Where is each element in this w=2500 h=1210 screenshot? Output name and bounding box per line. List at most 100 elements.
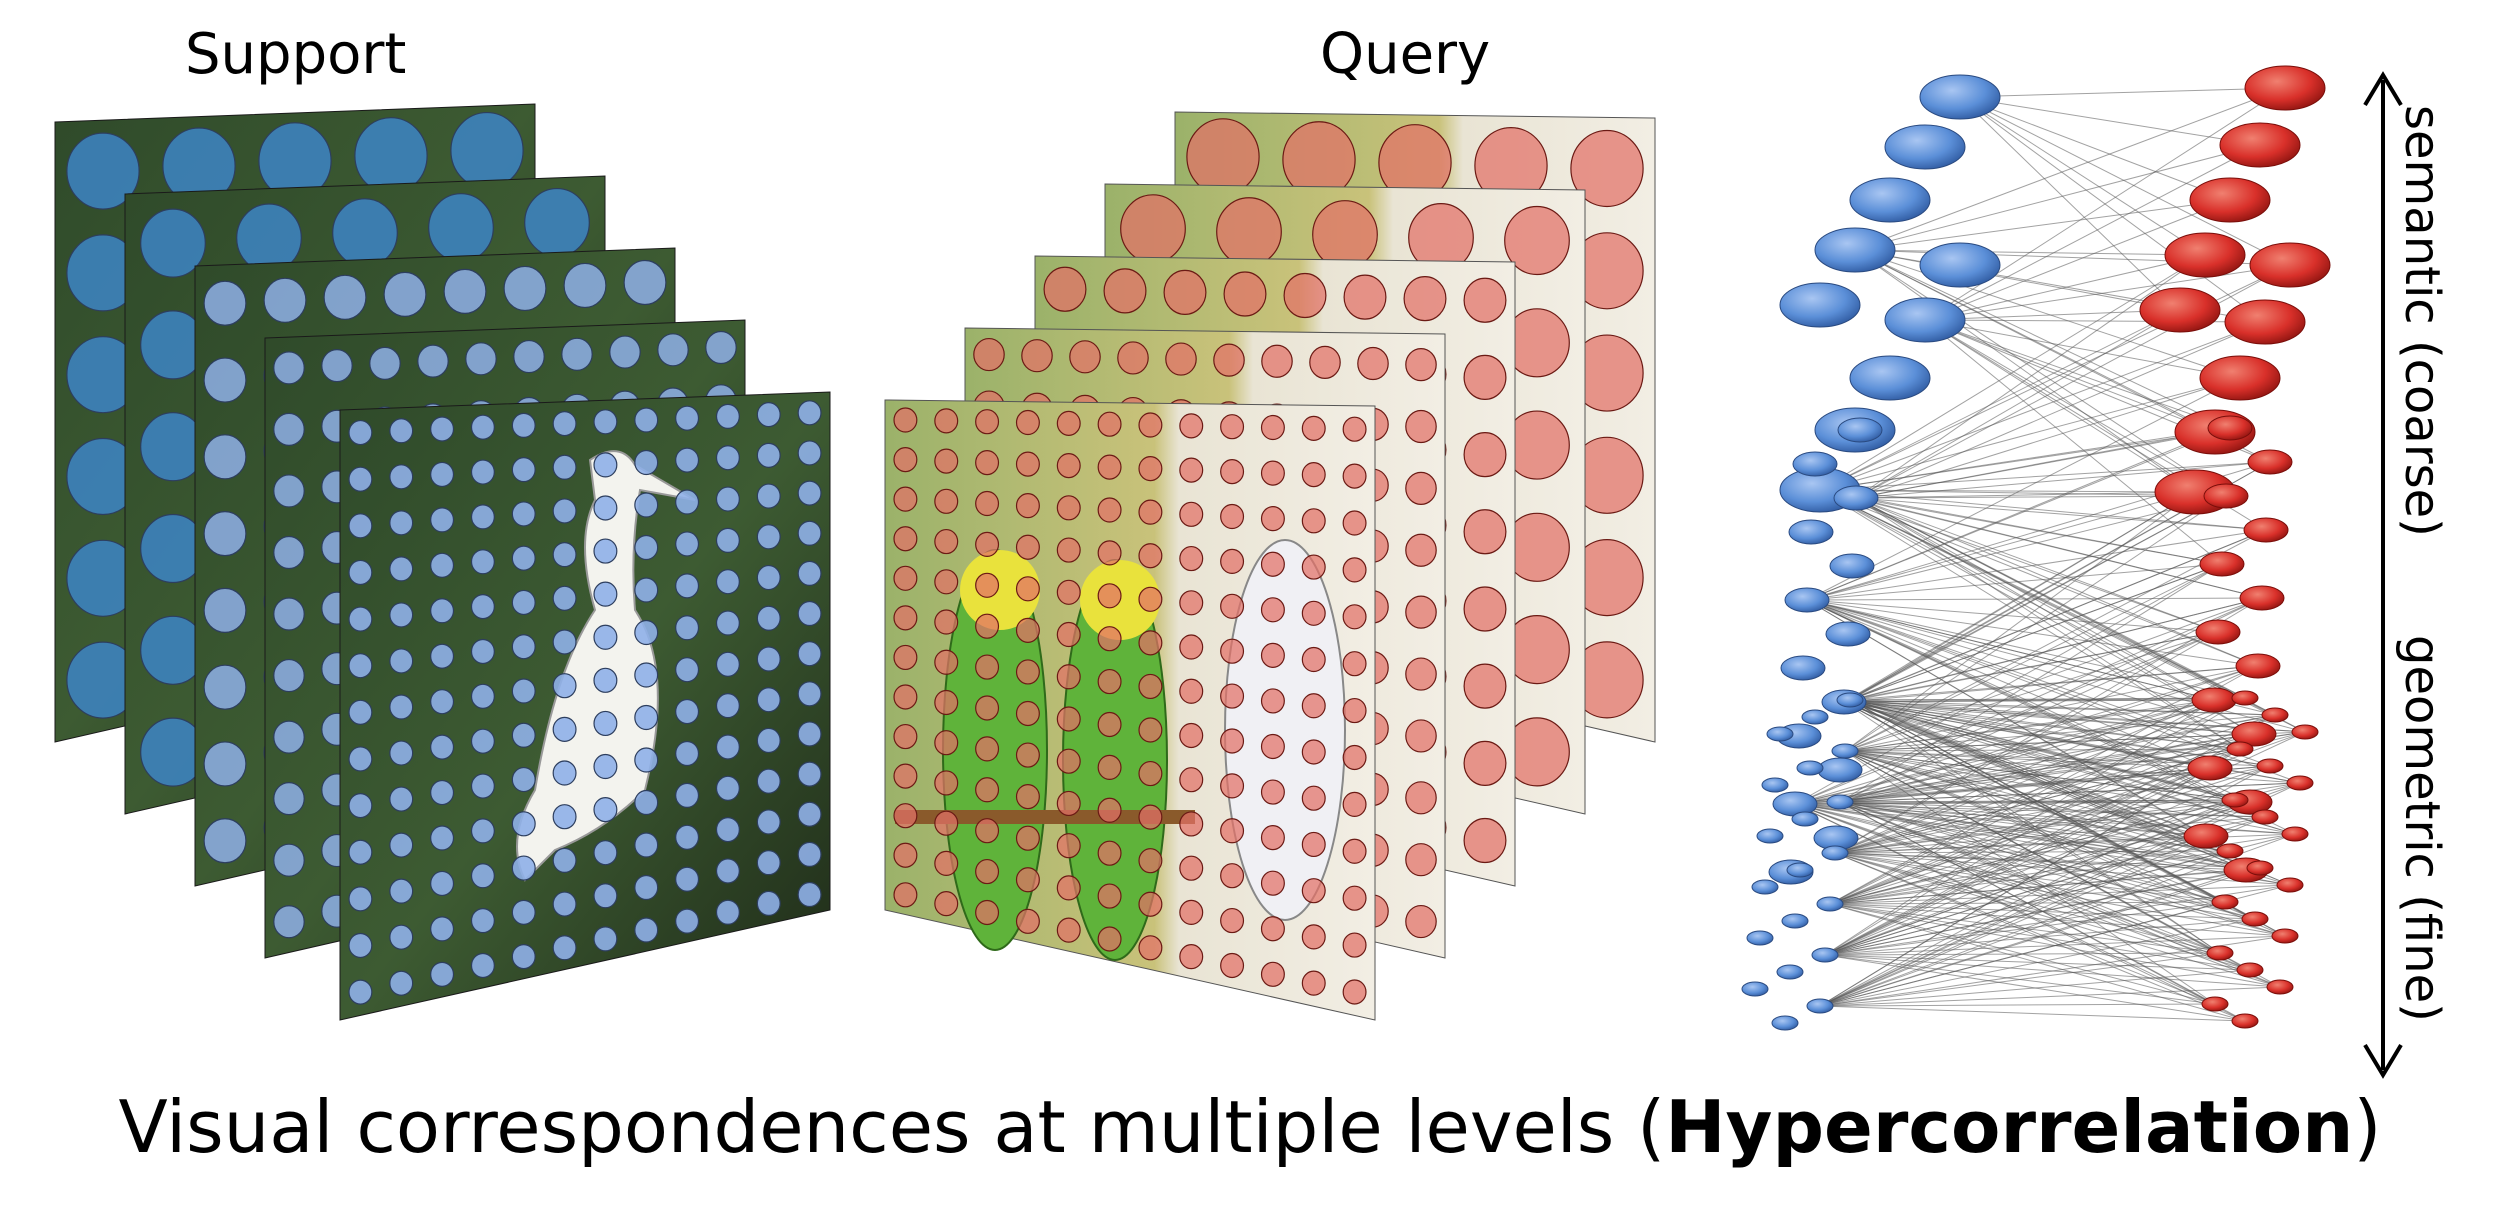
support-node [1825, 621, 1871, 647]
correlation-edge [1834, 697, 2246, 854]
support-feature-dot [470, 908, 495, 934]
support-node [1884, 124, 1966, 170]
support-feature-dot [470, 952, 495, 979]
query-feature-dot [893, 763, 918, 789]
query-feature-dot [934, 448, 959, 474]
query-node [2249, 242, 2331, 288]
support-node [1814, 227, 1896, 273]
support-feature-dot [715, 610, 740, 636]
correlation-edge [1849, 563, 2223, 701]
support-feature-dot [715, 734, 740, 760]
query-feature-dot [934, 649, 959, 675]
query-feature-dot [1301, 831, 1326, 858]
support-feature-dot [675, 573, 700, 599]
support-feature-dot [273, 658, 305, 693]
correlation-edge [1844, 750, 2211, 769]
support-feature-dot [203, 280, 247, 326]
correlation-edge [1819, 918, 2256, 1007]
correlation-edge [1844, 563, 2223, 752]
support-node [1779, 282, 1861, 328]
query-feature-dot [1138, 586, 1163, 612]
query-feature-dot [1405, 595, 1437, 629]
query-node [2183, 823, 2229, 849]
query-feature-dot [1056, 452, 1081, 479]
query-feature-dot [1463, 663, 1507, 709]
correlation-edge [1819, 801, 2251, 1007]
query-feature-dot [1179, 634, 1204, 660]
query-feature-dot [1342, 416, 1367, 442]
support-node [1806, 998, 1834, 1014]
query-feature-dot [1015, 825, 1040, 851]
correlation-edge [1819, 309, 2181, 491]
query-feature-dot [1301, 600, 1326, 626]
query-feature-dot [1301, 508, 1326, 534]
support-feature-dot [756, 402, 781, 428]
query-feature-dot [1043, 266, 1087, 312]
support-feature-dot [552, 673, 577, 699]
query-feature-dot [975, 818, 1000, 844]
query-feature-dot [1312, 200, 1378, 270]
correlation-edge [1849, 491, 2196, 701]
query-feature-dot [893, 803, 918, 829]
correlation-edge [1924, 319, 2241, 379]
support-node [1849, 355, 1931, 401]
correlation-edge [1819, 765, 2271, 1007]
support-feature-dot [389, 786, 414, 812]
query-feature-dot [1405, 781, 1437, 815]
query-feature-dot [1179, 722, 1204, 749]
correlation-edge [1829, 697, 2246, 905]
query-node [2226, 741, 2254, 757]
correlation-edge [1819, 833, 2296, 1007]
support-feature-dot [797, 841, 822, 867]
correlation-edge [1855, 254, 2206, 499]
support-feature-dot [273, 351, 305, 385]
support-feature-dot [715, 527, 740, 553]
correlation-edge [1855, 309, 2181, 499]
query-feature-dot [1403, 276, 1447, 322]
query-feature-dot [1463, 509, 1507, 555]
query-feature-dot [1097, 540, 1122, 566]
support-feature-dot [511, 722, 536, 748]
support-feature-dot [552, 891, 577, 917]
support-feature-dot [511, 855, 536, 881]
query-feature-dot [1405, 348, 1437, 382]
support-feature-dot [675, 698, 700, 725]
support-feature-dot [715, 899, 740, 925]
support-feature-dot [389, 740, 414, 766]
support-feature-dot [470, 414, 495, 440]
correlation-edge [1819, 799, 2236, 1007]
query-feature-dot [975, 777, 1000, 803]
query-feature-dot [893, 644, 918, 671]
support-feature-dot [389, 832, 414, 858]
support-feature-dot [263, 277, 307, 323]
support-feature-dot [756, 646, 781, 672]
query-node [2164, 232, 2246, 278]
support-feature-dot [634, 492, 659, 518]
query-feature-dot [975, 899, 1000, 926]
support-feature-dot [348, 746, 373, 772]
support-node [1826, 794, 1854, 810]
query-feature-dot [1216, 197, 1282, 267]
support-feature-dot [715, 817, 740, 843]
correlation-edge [1806, 599, 2246, 699]
query-feature-dot [1179, 678, 1204, 704]
correlation-edge [1844, 529, 2267, 752]
correlation-edge [1819, 377, 2241, 491]
correlation-edge [1855, 461, 2271, 499]
support-feature-dot [273, 720, 305, 754]
correlation-edge [1834, 767, 2211, 854]
support-feature-dot [552, 498, 577, 524]
query-layer [884, 399, 1376, 1021]
support-feature-dot [552, 542, 577, 568]
support-feature-dot [561, 337, 593, 371]
support-node [1751, 879, 1779, 895]
support-feature-dot [552, 847, 577, 873]
query-feature-dot [1342, 979, 1367, 1005]
support-feature-dot [552, 454, 577, 480]
query-feature-dot [1405, 657, 1437, 691]
support-feature-stack [54, 103, 831, 1021]
query-feature-dot [1260, 597, 1285, 623]
correlation-edge [1834, 631, 2219, 854]
query-node [2231, 690, 2259, 706]
correlation-edge [1824, 748, 2241, 956]
